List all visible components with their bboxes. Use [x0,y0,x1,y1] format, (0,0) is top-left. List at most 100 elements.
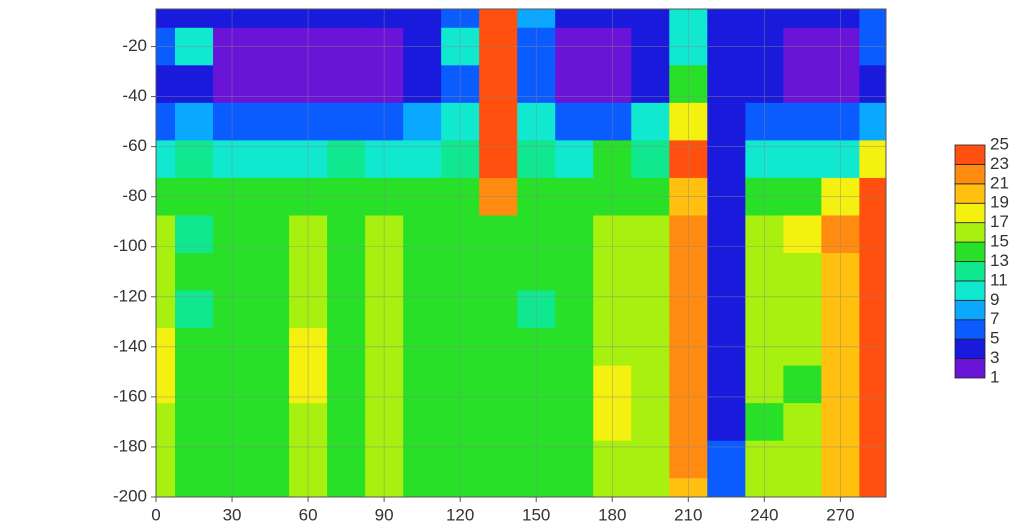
contour-cell [251,215,290,254]
contour-cell [175,102,214,141]
contour-cell [175,9,214,29]
contour-cell [251,140,290,179]
contour-cell [631,365,670,404]
contour-cell [707,365,746,404]
colorbar-band [954,280,986,301]
contour-cell [251,478,290,498]
y-tick-label: -160 [113,386,147,405]
contour-cell [859,290,887,329]
contour-cell [156,365,176,404]
x-tick-label: 150 [522,505,550,524]
contour-cell [555,65,594,104]
contour-cell [403,140,442,179]
colorbar-band [954,241,986,262]
contour-cell [707,403,746,442]
contour-cell [783,440,822,479]
contour-cell [479,253,518,292]
contour-cell [479,65,518,104]
contour-cell [631,403,670,442]
colorbar-label: 21 [990,173,1009,192]
contour-cell [403,290,442,329]
contour-cell [479,403,518,442]
contour-cell [403,215,442,254]
colorbar-label: 7 [990,309,999,328]
colorbar-band [954,183,986,204]
contour-cell [555,140,594,179]
contour-cell [555,215,594,254]
contour-cell [707,65,746,104]
contour-cell [175,365,214,404]
contour-cell [783,215,822,254]
colorbar-label: 9 [990,290,999,309]
contour-cell [783,140,822,179]
contour-cell [859,102,887,141]
colorbar-label: 25 [990,134,1009,153]
colorbar-band [954,319,986,340]
contour-cell [251,102,290,141]
contour-cell [327,440,366,479]
contour-cell [631,140,670,179]
y-tick-label: -140 [113,336,147,355]
contour-cell [327,478,366,498]
y-tick-label: -180 [113,436,147,455]
y-tick-label: -120 [113,286,147,305]
contour-cell [555,9,594,29]
contour-cell [327,365,366,404]
contour-cell [859,440,887,479]
contour-cell [783,403,822,442]
colorbar-label: 15 [990,232,1009,251]
contour-cell [783,365,822,404]
colorbar-band [954,144,986,165]
contour-cell [479,140,518,179]
contour-cell [783,65,822,104]
contour-cell [631,9,670,29]
contour-cell [156,215,176,254]
contour-cell [631,290,670,329]
contour-cell [156,9,176,29]
colorbar-label: 13 [990,251,1009,270]
contour-cell [555,102,594,141]
contour-cell [859,365,887,404]
contour-cell [327,65,366,104]
y-tick-label: -40 [122,86,147,105]
contour-cell [707,478,746,498]
y-tick-label: -80 [122,186,147,205]
contour-cell [403,365,442,404]
contour-cell [783,9,822,29]
colorbar-band [954,358,986,379]
contour-cell [631,440,670,479]
contour-cell [479,440,518,479]
contour-cell [707,440,746,479]
contour-cell [631,478,670,498]
contour-cell [859,140,887,179]
colorbar-label: 5 [990,329,999,348]
contour-cell [327,253,366,292]
x-tick-label: 120 [446,505,474,524]
contour-cell [251,65,290,104]
contour-cell [707,253,746,292]
contour-cell [555,478,594,498]
contour-cell [479,9,518,29]
x-tick-label: 270 [826,505,854,524]
contour-cell [859,253,887,292]
plot-frame [155,8,887,498]
contour-cell [251,403,290,442]
contour-cell [783,253,822,292]
contour-cell [479,215,518,254]
contour-cell [156,140,176,179]
contour-cell [156,403,176,442]
contour-cell [859,9,887,29]
contour-cell [175,478,214,498]
contour-cell [859,478,887,498]
contour-cell [555,253,594,292]
contour-cell [403,253,442,292]
contour-cell [555,440,594,479]
contour-cell [555,290,594,329]
colorbar-label: 17 [990,212,1009,231]
contour-cell [175,65,214,104]
colorbar-band [954,164,986,185]
contour-cell [251,365,290,404]
contour-cell [403,102,442,141]
contour-cell [555,365,594,404]
contour-cell [175,403,214,442]
